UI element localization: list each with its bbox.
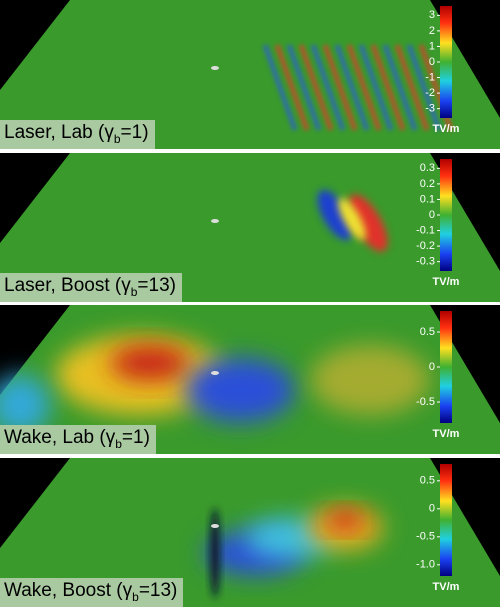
- colorbar-tick-label: 0: [429, 503, 435, 515]
- colorbar-tick-label: 0.2: [420, 178, 435, 190]
- colorbar: [440, 464, 452, 576]
- wake-neg: [185, 358, 295, 422]
- pulse-neg: [317, 190, 353, 240]
- colorbar-unit: TV/m: [433, 428, 460, 440]
- label-text: =13): [138, 580, 178, 602]
- wave-crest: [406, 44, 442, 131]
- label-text: Wake, Boost (γ: [4, 580, 133, 602]
- front: [210, 508, 220, 598]
- label-subscript: b: [113, 132, 121, 146]
- laser-band: [310, 345, 430, 415]
- wave-crest: [370, 44, 406, 131]
- wave-crest: [286, 44, 322, 131]
- colorbar-tick-label: -3: [425, 103, 435, 115]
- colorbar-tick-label: -0.2: [416, 240, 435, 252]
- label-text: Laser, Lab (γ: [4, 122, 114, 144]
- panel-plot: 0.5 0 -0.5 TV/m: [0, 305, 500, 454]
- wave-crest: [262, 44, 298, 131]
- wave-crest: [274, 44, 310, 131]
- panel-label: Laser, Boost (γb=13): [0, 273, 182, 302]
- colorbar-tick-label: -0.5: [416, 396, 435, 408]
- panel-plot: 0.5 0 -0.5 -1.0 TV/m: [0, 458, 500, 607]
- panel: 0.3 0.2 0.1 0 -0.1 -0.2 -0.3 TV/m Laser, Boost (…: [0, 153, 500, 302]
- colorbar: [440, 311, 452, 423]
- colorbar-tick-label: 0: [429, 56, 435, 68]
- wake-pos-core: [325, 510, 365, 530]
- wake-pos-core: [110, 345, 190, 381]
- colorbar-tick-label: 1: [429, 40, 435, 52]
- label-subscript: b: [132, 590, 139, 604]
- colorbar-tick-label: -0.3: [416, 256, 435, 268]
- panel-label: Laser, Lab (γb=1): [0, 120, 155, 149]
- colorbar-tick-label: -1.0: [416, 559, 435, 571]
- colorbar-tick-label: -0.5: [416, 531, 435, 543]
- label-subscript: b: [130, 285, 138, 299]
- wave-crest: [394, 44, 430, 131]
- colorbar-tick-label: -0.1: [416, 224, 435, 236]
- colorbar-unit: TV/m: [433, 581, 460, 593]
- colorbar: [440, 159, 452, 271]
- wave-crest: [346, 44, 382, 131]
- colorbar-tick-label: 2: [429, 25, 435, 37]
- panel-label: Wake, Lab (γb=1): [0, 425, 156, 454]
- marker: [211, 219, 219, 223]
- label-text: Laser, Boost (γ: [4, 275, 131, 297]
- colorbar-tick-label: 3: [429, 9, 435, 21]
- marker: [211, 66, 219, 70]
- panel-plot: 3 2 1 0 -1 -2 -3 TV/m: [0, 0, 500, 149]
- label-text: =1): [121, 427, 150, 449]
- colorbar-tick-label: 0.3: [420, 162, 435, 174]
- panel: 0.5 0 -0.5 -1.0 TV/m Wake, Boost (γb=13): [0, 458, 500, 607]
- colorbar-tick-label: -2: [425, 87, 435, 99]
- marker: [211, 524, 219, 528]
- wake-edge: [0, 375, 50, 435]
- colorbar-tick-label: 0.5: [420, 475, 435, 487]
- colorbar-tick-label: 0: [429, 209, 435, 221]
- wave-crest: [334, 44, 370, 131]
- colorbar-tick-label: -1: [425, 71, 435, 83]
- colorbar-tick-label: 0.1: [420, 193, 435, 205]
- panel: 0.5 0 -0.5 TV/m Wake, Lab (γb=1): [0, 305, 500, 454]
- colorbar-unit: TV/m: [433, 276, 460, 288]
- label-text: =1): [120, 122, 149, 144]
- pulse-pos: [348, 194, 388, 252]
- colorbar-unit: TV/m: [433, 123, 460, 135]
- marker: [211, 371, 219, 375]
- wave-crest: [310, 44, 346, 131]
- wave-crest: [298, 44, 334, 131]
- label-text: =13): [137, 275, 176, 297]
- colorbar-tick-label: 0: [429, 361, 435, 373]
- label-subscript: b: [115, 437, 122, 451]
- panel-plot: 0.3 0.2 0.1 0 -0.1 -0.2 -0.3 TV/m: [0, 153, 500, 302]
- panel-label: Wake, Boost (γb=13): [0, 578, 184, 607]
- colorbar: [440, 6, 452, 118]
- surface-plane: [0, 153, 500, 302]
- wave-crest: [358, 44, 394, 131]
- panel: 3 2 1 0 -1 -2 -3 TV/m Laser, Lab (γb=1): [0, 0, 500, 149]
- pulse-y: [338, 197, 366, 241]
- wave-crest: [322, 44, 358, 131]
- colorbar-tick-label: 0.5: [420, 326, 435, 338]
- wave-crest: [382, 44, 418, 131]
- label-text: Wake, Lab (γ: [4, 427, 116, 449]
